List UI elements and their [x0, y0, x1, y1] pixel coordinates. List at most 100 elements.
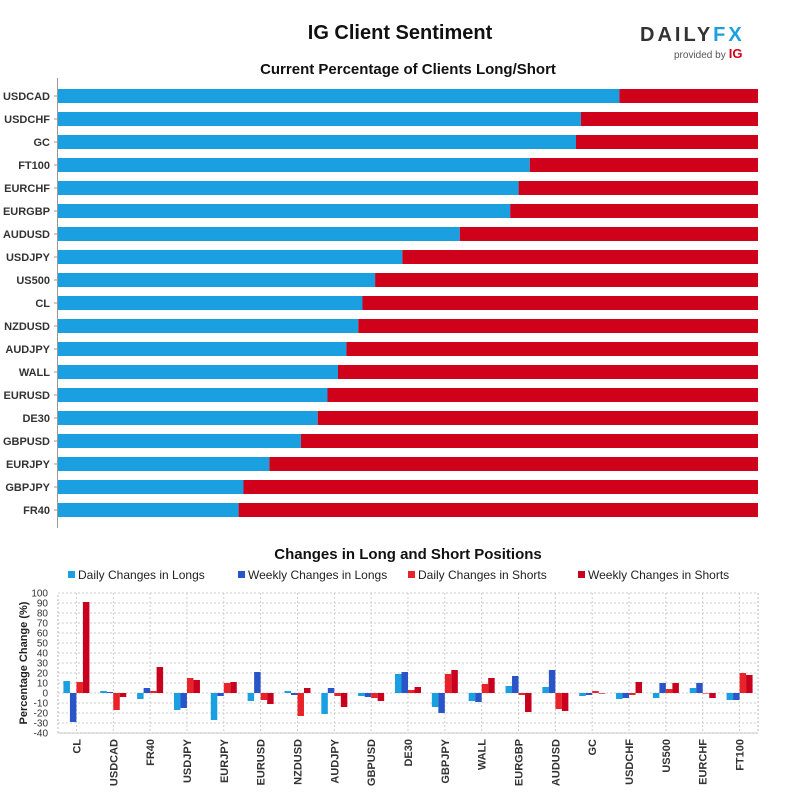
- changes-y-tick-label: 60: [37, 629, 49, 640]
- weekly-short-bar-gbpusd: [377, 693, 385, 701]
- short-bar-us500: [375, 273, 758, 287]
- short-bar-usdcad: [619, 89, 758, 103]
- long-bar-usdchf: [58, 112, 581, 126]
- changes-y-tick-label: 90: [37, 599, 49, 610]
- weekly-long-bar-audjpy: [327, 688, 335, 693]
- sentiment-category-label: NZDUSD: [4, 321, 50, 333]
- weekly-short-bar-audusd: [561, 693, 569, 711]
- weekly-long-bar-eurchf: [696, 683, 703, 693]
- weekly-long-bar-nzdusd: [290, 693, 298, 695]
- weekly-short-bar-gc: [598, 693, 606, 694]
- weekly-short-bar-usdjpy: [193, 680, 200, 693]
- long-bar-usdjpy: [58, 250, 403, 264]
- sentiment-category-label: GBPUSD: [3, 436, 50, 448]
- daily-long-bar-audjpy: [321, 693, 328, 714]
- weekly-long-bar-gbpjpy: [438, 693, 445, 713]
- sentiment-category-label: USDCAD: [3, 91, 50, 103]
- changes-y-tick-label: 10: [37, 679, 49, 690]
- changes-category-label: US500: [661, 739, 673, 773]
- weekly-long-bar-gbpusd: [364, 693, 372, 697]
- short-bar-eurusd: [327, 388, 758, 402]
- changes-category-label: GBPUSD: [366, 739, 378, 786]
- daily-short-bar-nzdusd: [297, 693, 304, 716]
- sentiment-chart: USDCAD USDCHF GC FT100 EURCHF EURGBP AUDUSD USD…: [3, 78, 759, 528]
- changes-y-tick-label: 40: [37, 649, 49, 660]
- daily-long-bar-cl: [63, 681, 70, 693]
- weekly-long-bar-de30: [401, 672, 408, 693]
- logo-provided-by: provided by IG: [674, 46, 742, 61]
- short-bar-eurjpy: [269, 457, 758, 471]
- daily-long-bar-eurchf: [689, 688, 697, 693]
- legend-swatch-weekly-short: [578, 571, 585, 578]
- sentiment-category-label: EURGBP: [3, 206, 50, 218]
- daily-short-bar-eurjpy: [223, 683, 231, 693]
- page-title: IG Client Sentiment: [307, 22, 493, 44]
- long-bar-nzdusd: [58, 319, 359, 333]
- daily-long-bar-gbpjpy: [431, 693, 439, 707]
- daily-short-bar-usdcad: [113, 693, 120, 710]
- weekly-long-bar-eurusd: [254, 672, 261, 693]
- short-bar-ft100: [529, 158, 758, 172]
- daily-long-bar-usdcad: [100, 691, 107, 693]
- long-bar-eurchf: [58, 181, 519, 195]
- sentiment-category-label: USDJPY: [6, 252, 51, 264]
- weekly-short-bar-usdchf: [635, 682, 643, 693]
- daily-short-bar-us500: [665, 689, 673, 693]
- daily-short-bar-gbpusd: [371, 693, 378, 698]
- weekly-short-bar-eurjpy: [230, 682, 237, 693]
- daily-short-bar-usdchf: [629, 693, 636, 695]
- short-bar-de30: [317, 411, 758, 425]
- changes-category-label: AUDJPY: [329, 738, 341, 783]
- weekly-long-bar-fr40: [143, 688, 151, 693]
- changes-y-tick-label: 30: [37, 659, 49, 670]
- weekly-long-bar-ft100: [733, 693, 740, 700]
- short-bar-gbpjpy: [243, 480, 758, 494]
- short-bar-usdjpy: [402, 250, 758, 264]
- short-bar-usdchf: [580, 112, 758, 126]
- changes-category-label: NZDUSD: [292, 739, 304, 785]
- daily-long-bar-usdchf: [616, 693, 623, 699]
- changes-category-label: EURGBP: [514, 739, 526, 786]
- changes-y-tick-label: 50: [37, 639, 49, 650]
- long-bar-gbpusd: [58, 434, 301, 448]
- sentiment-category-label: GC: [34, 137, 51, 149]
- weekly-long-bar-usdchf: [622, 693, 630, 698]
- weekly-long-bar-eurgbp: [512, 676, 519, 693]
- daily-short-bar-fr40: [150, 691, 157, 693]
- changes-category-label: EURCHF: [698, 739, 710, 785]
- changes-y-tick-label: -40: [34, 729, 49, 740]
- daily-long-bar-wall: [468, 693, 476, 701]
- long-bar-gbpjpy: [58, 480, 244, 494]
- changes-category-label: AUDUSD: [550, 739, 562, 786]
- long-bar-gc: [58, 135, 576, 149]
- changes-category-label: USDCHF: [624, 739, 636, 785]
- short-bar-wall: [338, 365, 758, 379]
- weekly-long-bar-eurjpy: [217, 693, 224, 696]
- sentiment-category-label: FR40: [23, 505, 50, 517]
- changes-category-label: USDJPY: [182, 738, 194, 783]
- short-bar-gc: [576, 135, 758, 149]
- changes-category-label: CL: [71, 739, 83, 754]
- short-bar-gbpusd: [300, 434, 758, 448]
- sentiment-category-label: WALL: [19, 367, 50, 379]
- short-bar-eurgbp: [510, 204, 758, 218]
- daily-long-bar-gbpusd: [358, 693, 365, 696]
- changes-category-label: FT100: [735, 739, 747, 771]
- sentiment-category-label: USDCHF: [4, 114, 50, 126]
- short-bar-audusd: [459, 227, 758, 241]
- weekly-long-bar-cl: [69, 693, 77, 722]
- daily-short-bar-cl: [76, 682, 83, 693]
- logo-fx-text: FX: [713, 24, 745, 46]
- weekly-short-bar-us500: [672, 683, 679, 693]
- changes-category-label: DE30: [403, 739, 415, 767]
- sentiment-category-label: EURJPY: [6, 459, 51, 471]
- changes-y-tick-label: -20: [34, 709, 49, 720]
- changes-y-tick-label: -30: [34, 719, 49, 730]
- sentiment-chart-title: Current Percentage of Clients Long/Short: [260, 61, 556, 78]
- daily-long-bar-eurusd: [247, 693, 255, 701]
- sentiment-category-label: EURUSD: [4, 390, 51, 402]
- changes-category-label: EURUSD: [256, 739, 268, 786]
- changes-category-label: GBPJPY: [440, 738, 452, 783]
- weekly-short-bar-wall: [488, 678, 495, 693]
